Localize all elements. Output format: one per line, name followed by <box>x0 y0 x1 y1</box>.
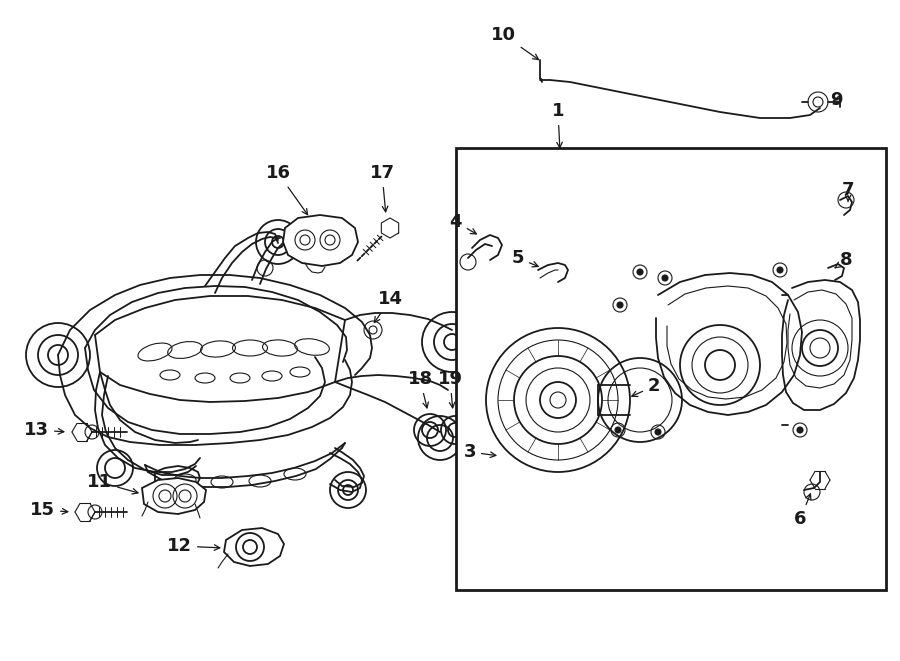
Text: 17: 17 <box>370 164 394 212</box>
Text: 18: 18 <box>408 370 433 408</box>
Text: 7: 7 <box>842 181 854 202</box>
Text: 16: 16 <box>266 164 308 215</box>
Circle shape <box>777 267 783 273</box>
Circle shape <box>797 427 803 433</box>
Text: 5: 5 <box>511 249 538 267</box>
Polygon shape <box>283 215 358 266</box>
Bar <box>456 148 886 590</box>
Text: 13: 13 <box>24 421 64 439</box>
Circle shape <box>637 269 643 275</box>
Text: 3: 3 <box>464 443 496 461</box>
Circle shape <box>617 302 623 308</box>
Text: 1: 1 <box>552 102 564 148</box>
Text: 19: 19 <box>437 370 463 408</box>
Circle shape <box>655 429 661 435</box>
Text: 4: 4 <box>449 213 476 234</box>
Polygon shape <box>224 528 284 566</box>
Text: 11: 11 <box>87 473 138 494</box>
Text: 10: 10 <box>491 26 538 59</box>
Circle shape <box>662 275 668 281</box>
Text: 15: 15 <box>30 501 68 519</box>
Text: 9: 9 <box>830 91 842 109</box>
Polygon shape <box>142 478 206 514</box>
Text: 6: 6 <box>794 494 811 528</box>
Text: 12: 12 <box>167 537 220 555</box>
Text: 8: 8 <box>835 251 852 269</box>
Text: 2: 2 <box>632 377 661 397</box>
Circle shape <box>615 427 621 433</box>
Text: 14: 14 <box>374 290 403 323</box>
